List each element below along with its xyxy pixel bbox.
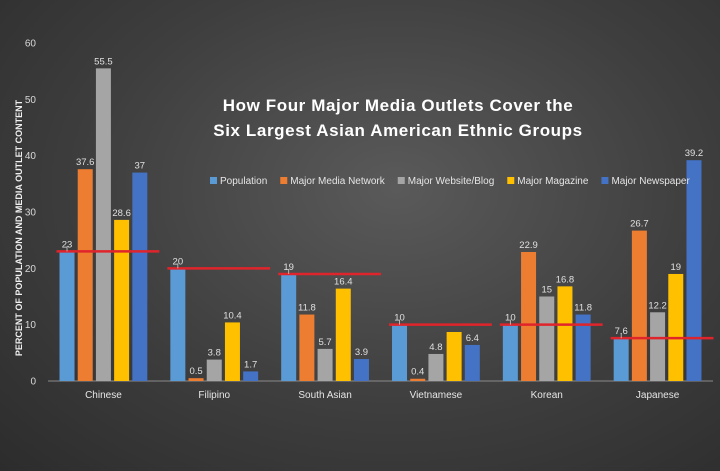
bars [59, 68, 702, 381]
legend-swatch [507, 177, 515, 184]
legend-entry: Major Newspaper [611, 176, 690, 187]
y-tick-label: 0 [30, 377, 36, 388]
chart-title-line-2: Six Largest Asian American Ethnic Groups [213, 121, 582, 140]
legend: Population Major Media Network Major Websi… [210, 176, 690, 187]
data-label: 16.8 [556, 274, 575, 285]
bar [668, 273, 684, 381]
bar [77, 169, 93, 381]
bar [59, 251, 75, 381]
bar [464, 344, 480, 381]
data-label: 4.8 [429, 342, 442, 353]
data-label: 0.4 [411, 367, 424, 378]
y-tick-label: 10 [25, 320, 37, 331]
x-category-label: Filipino [198, 390, 230, 401]
bar [353, 359, 369, 381]
bar [446, 331, 462, 381]
bar [95, 68, 111, 381]
data-label: 5.7 [318, 337, 331, 348]
bar [521, 251, 537, 381]
bar [243, 371, 259, 381]
data-label: 15 [541, 285, 552, 296]
data-label: 1.7 [244, 359, 257, 370]
legend-entry: Major Media Network [290, 176, 385, 187]
data-label: 10 [394, 313, 405, 324]
legend-entry: Major Magazine [517, 176, 589, 187]
bar [299, 314, 315, 381]
data-label: 3.8 [208, 348, 221, 359]
data-label: 11.8 [298, 303, 316, 314]
x-category-label: Vietnamese [410, 390, 463, 401]
data-label: 16.4 [334, 277, 353, 288]
y-tick-label: 50 [25, 95, 37, 106]
data-label: 22.9 [519, 240, 538, 251]
bar [281, 273, 297, 381]
data-label: 7.6 [615, 326, 628, 337]
bar [114, 219, 130, 381]
y-axis-label: PERCENT OF POPULATION AND MEDIA OUTLET C… [14, 99, 24, 356]
bar [686, 160, 702, 381]
bar [392, 324, 408, 381]
data-label: 37.6 [76, 157, 95, 168]
x-category-label: South Asian [298, 390, 351, 401]
data-label: 3.9 [355, 347, 368, 358]
y-tick-label: 20 [25, 264, 37, 275]
data-label: 26.7 [630, 219, 649, 230]
data-label: 55.5 [94, 56, 113, 67]
data-label: 12.2 [648, 300, 667, 311]
data-label: 28.6 [112, 208, 131, 219]
legend-swatch [280, 177, 288, 184]
bar [335, 288, 351, 381]
x-category-label: Korean [531, 390, 563, 401]
bar [631, 230, 647, 381]
x-category-label: Japanese [636, 390, 680, 401]
bar [170, 268, 186, 381]
y-tick-label: 30 [25, 208, 37, 219]
data-labels: 23 37.6 55.5 28.6 37 20 0.5 3.8 10.4 1.7 19 11.8 5.7… [62, 56, 704, 377]
population-reference-lines [56, 246, 714, 340]
data-label: 37 [135, 161, 146, 172]
bar [428, 353, 444, 381]
bar [613, 338, 629, 381]
legend-swatch [210, 177, 217, 184]
data-label: 20 [173, 256, 184, 267]
y-tick-label: 40 [25, 151, 37, 162]
data-label: 10.4 [223, 310, 242, 321]
bar [224, 322, 240, 381]
data-label: 0.5 [189, 366, 202, 377]
bar [410, 378, 426, 381]
bar [132, 172, 148, 381]
bar [557, 286, 573, 381]
data-label: 11.8 [574, 303, 592, 314]
bar [206, 359, 222, 381]
legend-entry: Population [220, 176, 267, 187]
bar [502, 324, 518, 381]
y-axis-ticks: 0 10 20 30 40 50 60 [25, 39, 713, 388]
bar [575, 314, 591, 381]
bar [188, 378, 204, 381]
data-label: 19 [670, 262, 681, 273]
bar [539, 296, 555, 381]
data-label: 10 [505, 313, 516, 324]
bar [650, 312, 666, 381]
data-label: 19 [283, 262, 294, 273]
x-category-label: Chinese [85, 390, 122, 401]
data-label: 39.2 [685, 148, 704, 159]
y-tick-label: 60 [25, 39, 37, 50]
data-label: 6.4 [466, 333, 479, 344]
x-axis-categories: Chinese Filipino South Asian Vietnamese Kore… [85, 390, 680, 401]
legend-swatch [601, 177, 609, 184]
legend-entry: Major Website/Blog [408, 176, 495, 187]
legend-swatch [397, 177, 405, 184]
data-label: 23 [62, 239, 73, 250]
bar [317, 348, 333, 381]
chart-title-line-1: How Four Major Media Outlets Cover the [223, 96, 574, 115]
